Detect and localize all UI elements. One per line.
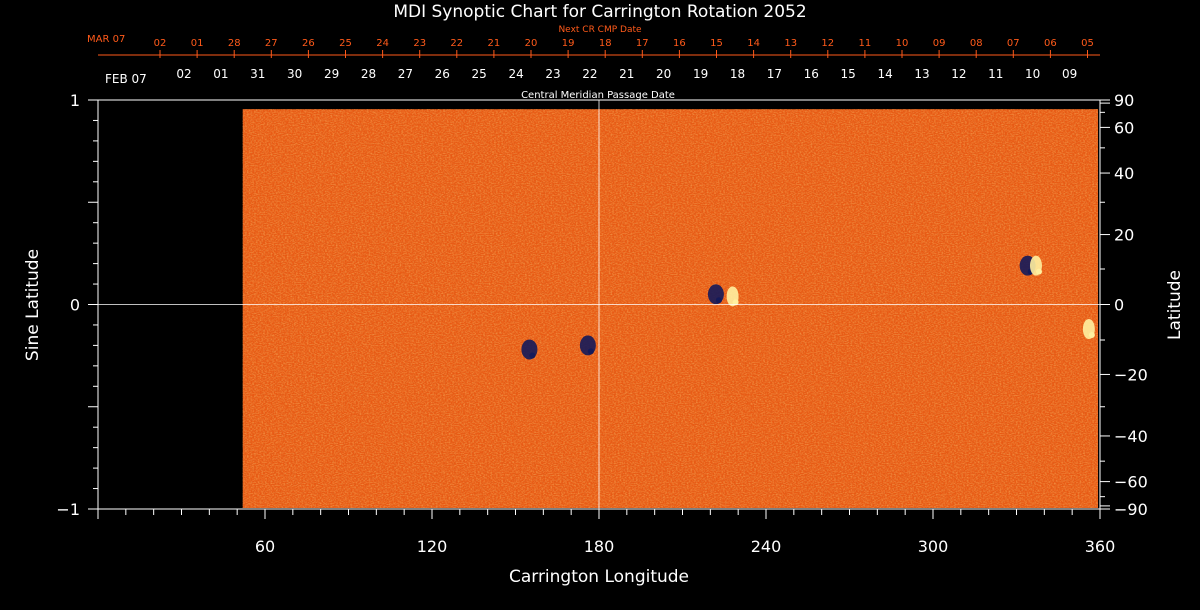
cmp-label: Central Meridian Passage Date (521, 90, 675, 101)
cmp-date-label: 26 (435, 67, 450, 81)
next-cr-date-label: 19 (562, 38, 575, 49)
cmp-date-label: 27 (398, 67, 413, 81)
x-axis-label: Carrington Longitude (509, 567, 689, 587)
y-tick-label-right: −40 (1114, 427, 1148, 446)
cmp-date-label: 02 (176, 67, 191, 81)
next-cr-date-label: 11 (859, 38, 872, 49)
cmp-date-label: 31 (250, 67, 265, 81)
active-region-spot (1035, 268, 1042, 275)
cmp-date-label: 21 (619, 67, 634, 81)
next-cr-date-label: 02 (154, 38, 167, 49)
next-cr-date-label: 05 (1081, 38, 1094, 49)
y-tick-label-right: −90 (1114, 500, 1148, 519)
cmp-date-label: 18 (730, 67, 745, 81)
next-cr-date-label: 26 (302, 38, 315, 49)
next-cr-date-label: 07 (1007, 38, 1020, 49)
next-cr-date-label: 12 (821, 38, 834, 49)
y-axis-label-right: Latitude (1165, 270, 1185, 340)
active-region-spot (732, 299, 739, 306)
next-cr-date-label: 20 (525, 38, 538, 49)
active-region-spot (529, 352, 536, 359)
next-cr-date-label: 24 (376, 38, 389, 49)
active-regions (521, 255, 1095, 360)
chart-title: MDI Synoptic Chart for Carrington Rotati… (393, 2, 806, 22)
cmp-date-label: 10 (1025, 67, 1040, 81)
cmp-date-label: 14 (877, 67, 892, 81)
axes: 60 120 180 240 300 360 1 0 −1 90 60 40 20 0 −20 −40 −60 −… (56, 91, 1147, 556)
x-tick-label: 180 (584, 537, 615, 556)
next-cr-date-label: 13 (784, 38, 797, 49)
cmp-date-label: 19 (693, 67, 708, 81)
y-tick-label-right: 20 (1114, 226, 1134, 245)
y-axis-label-left: Sine Latitude (23, 249, 43, 361)
magnetogram-field (242, 109, 1098, 508)
next-cr-date-label: 23 (413, 38, 426, 49)
next-cr-date-label: 10 (896, 38, 909, 49)
x-tick-label: 360 (1085, 537, 1116, 556)
cmp-date-label: 20 (656, 67, 671, 81)
y-tick-label-right: 90 (1114, 91, 1134, 110)
cmp-date-label: 15 (841, 67, 856, 81)
next-cr-date-label: 21 (488, 38, 501, 49)
cmp-date-label: 09 (1062, 67, 1077, 81)
next-cr-date-label: 16 (673, 38, 686, 49)
y-tick-label-left: −1 (56, 500, 80, 519)
next-cr-label: Next CR CMP Date (558, 25, 642, 35)
cmp-date-label: 24 (508, 67, 523, 81)
y-tick-label-left: 1 (70, 91, 80, 110)
cmp-date-label: 17 (767, 67, 782, 81)
cmp-date-label: 22 (582, 67, 597, 81)
x-tick-label: 300 (918, 537, 949, 556)
y-tick-label-right: 60 (1114, 118, 1134, 137)
cmp-date-label: 11 (988, 67, 1003, 81)
next-cr-date-label: 18 (599, 38, 612, 49)
x-tick-label: 120 (417, 537, 448, 556)
x-tick-label: 60 (255, 537, 275, 556)
y-tick-label-right: 40 (1114, 164, 1134, 183)
next-cr-date-label: 25 (339, 38, 352, 49)
cmp-date-label: 13 (914, 67, 929, 81)
top-axis-ticks: 02 01 28 27 26 25 24 23 22 21 20 19 18 17 16 15 14 13 12 11… (154, 38, 1094, 81)
next-cr-month: MAR 07 (87, 34, 125, 45)
cmp-date-label: 25 (472, 67, 487, 81)
y-tick-label-right: −20 (1114, 365, 1148, 384)
field-texture (242, 109, 1098, 508)
next-cr-date-label: 15 (710, 38, 723, 49)
cmp-date-label: 01 (213, 67, 228, 81)
active-region-spot (715, 297, 722, 304)
cmp-date-label: 29 (324, 67, 339, 81)
cmp-date-label: 23 (545, 67, 560, 81)
x-tick-label: 240 (751, 537, 782, 556)
active-region-spot (1088, 332, 1095, 339)
y-tick-label-left: 0 (70, 296, 80, 315)
cmp-date-label: 28 (361, 67, 376, 81)
cmp-date-label: 30 (287, 67, 302, 81)
next-cr-date-label: 06 (1044, 38, 1057, 49)
next-cr-date-label: 17 (636, 38, 649, 49)
next-cr-date-label: 08 (970, 38, 983, 49)
cmp-date-label: 12 (951, 67, 966, 81)
y-tick-label-right: 0 (1114, 296, 1124, 315)
cmp-date-label: 16 (804, 67, 819, 81)
next-cr-date-label: 01 (191, 38, 204, 49)
next-cr-date-label: 22 (450, 38, 463, 49)
y-tick-label-right: −60 (1114, 473, 1148, 492)
active-region-spot (587, 348, 594, 355)
next-cr-date-label: 27 (265, 38, 278, 49)
next-cr-date-label: 09 (933, 38, 946, 49)
next-cr-date-label: 14 (747, 38, 760, 49)
next-cr-date-label: 28 (228, 38, 241, 49)
cmp-month: FEB 07 (105, 72, 147, 86)
